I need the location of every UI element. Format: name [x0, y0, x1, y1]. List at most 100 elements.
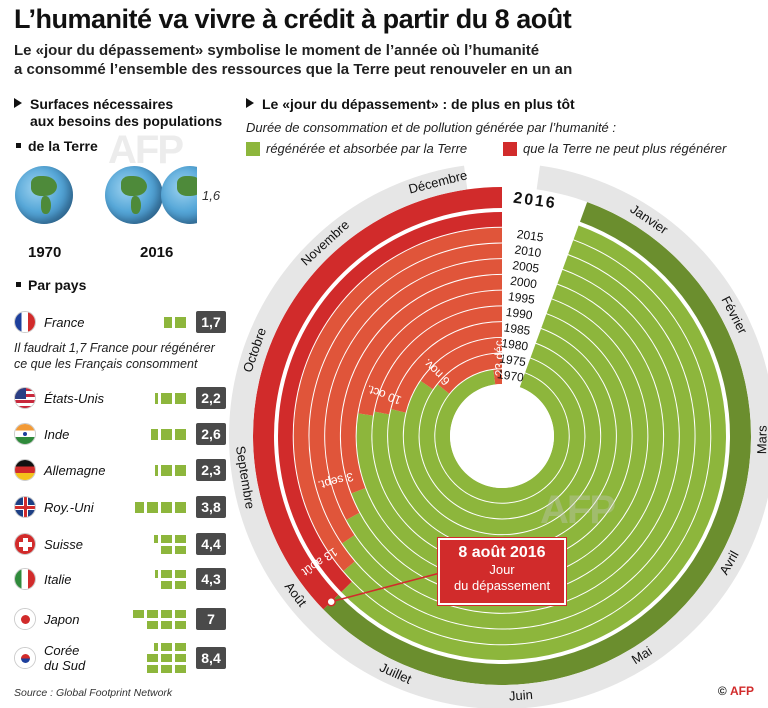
country-row: Suisse 4,4: [14, 531, 234, 557]
footprint-square: [164, 316, 172, 328]
india-flag-icon: [14, 423, 36, 445]
footprint-square: [151, 428, 158, 440]
country-name: Inde: [44, 426, 70, 442]
switzerland-flag-icon: [14, 533, 36, 555]
month-label: Juin: [508, 687, 533, 704]
country-footprint-squares: [147, 643, 186, 673]
country-name: Corée du Sud: [44, 643, 86, 673]
footprint-square: [175, 569, 186, 578]
footprint-square: [175, 428, 186, 440]
footprint-square: [175, 501, 186, 513]
green-ring-segment: [343, 240, 711, 645]
footprint-square: [161, 464, 172, 476]
country-value-badge: 4,3: [196, 568, 226, 590]
footprint-square: [147, 654, 158, 662]
country-row: France 1,7: [14, 309, 234, 335]
red-ring-segment: [437, 353, 502, 394]
year-ring-label: 1995: [507, 289, 536, 307]
footprint-square: [161, 665, 172, 673]
year-1970-label: 1970: [28, 244, 62, 261]
legend-green-swatch: [246, 141, 260, 156]
footprint-square: [154, 643, 158, 651]
country-value-badge: 3,8: [196, 496, 226, 518]
month-label: Mars: [754, 425, 768, 455]
country-row: Allemagne 2,3: [14, 457, 234, 483]
country-name: France: [44, 314, 85, 330]
year-ring-label: 2005: [512, 258, 541, 276]
legend-red: que la Terre ne peut plus régénérer: [503, 141, 726, 156]
legend-green: régénérée et absorbée par la Terre: [246, 141, 467, 156]
red-ring-segment: [340, 274, 502, 494]
month-ring-red: [253, 187, 502, 610]
country-value-badge: 2,2: [196, 387, 226, 409]
footprint-square: [147, 609, 158, 618]
triangle-bullet-icon: [14, 98, 22, 108]
overshoot-date-label: 23 déc.: [492, 337, 507, 377]
chart-description: Durée de consommation et de pollution gé…: [246, 120, 617, 135]
country-name: Allemagne: [44, 462, 106, 478]
overshoot-heading: Le «jour du dépassement» : de plus en pl…: [246, 96, 575, 113]
footprint-square: [161, 545, 172, 554]
country-footprint-squares: [151, 421, 186, 447]
footprint-square: [175, 609, 186, 618]
afp-credit: © AFP: [717, 684, 754, 698]
country-name: États-Unis: [44, 390, 104, 406]
country-name: Suisse: [44, 536, 84, 552]
legend-red-swatch: [503, 141, 517, 156]
footprint-square: [175, 580, 186, 589]
red-ring-segment: [277, 212, 502, 592]
footprint-square: [175, 534, 186, 543]
south-korea-flag-icon: [14, 647, 36, 669]
country-row: Corée du Sud 8,4: [14, 643, 234, 673]
country-value-badge: 2,3: [196, 459, 226, 481]
red-ring-segment: [420, 337, 502, 390]
country-name: Japon: [44, 611, 80, 627]
red-ring-segment: [293, 227, 502, 572]
by-country-label: Par pays: [16, 277, 86, 294]
france-note: Il faudrait 1,7 France pour régénérer ce…: [14, 341, 215, 371]
usa-flag-icon: [14, 387, 36, 409]
country-value-badge: 8,4: [196, 647, 226, 669]
year-ring-label: 1990: [505, 305, 534, 323]
red-ring-segment: [391, 322, 502, 413]
globe-2016-icon: [105, 166, 163, 224]
country-name: Italie: [44, 571, 72, 587]
country-value-badge: 2,6: [196, 423, 226, 445]
year-ring-label: 1980: [501, 336, 530, 354]
footprint-square: [154, 534, 158, 543]
footprint-square: [175, 316, 186, 328]
green-ring-segment: [341, 225, 727, 661]
year-2016-highlight: 2016: [512, 190, 558, 213]
red-ring-segment: [325, 259, 502, 520]
footprint-square: [161, 654, 172, 662]
page-title: L’humanité va vivre à crédit à partir du…: [14, 4, 572, 34]
month-ring-green: [323, 202, 751, 685]
subtitle-line-2: a consommé l’ensemble des ressources que…: [14, 61, 573, 78]
footprint-square: [161, 392, 172, 404]
country-value-badge: 4,4: [196, 533, 226, 555]
square-bullet-icon: [16, 282, 21, 287]
footprint-square: [175, 654, 186, 662]
country-value-badge: 7: [196, 608, 226, 630]
footprint-square: [161, 428, 172, 440]
year-ring-label: 1970: [496, 367, 525, 385]
red-ring-segment: [309, 243, 502, 544]
france-flag-icon: [14, 311, 36, 333]
footprint-square: [161, 643, 172, 651]
footprint-square: [155, 569, 158, 578]
year-ring-label: 2010: [514, 243, 543, 261]
source: Source : Global Footprint Network: [14, 687, 173, 699]
country-footprint-squares: [135, 494, 186, 520]
year-2016-label: 2016: [140, 244, 174, 261]
country-row: Italie 4,3: [14, 566, 234, 592]
footprint-square: [147, 501, 158, 513]
subtitle-line-1: Le «jour du dépassement» symbolise le mo…: [14, 42, 540, 59]
subtitle: Le «jour du dépassement» symbolise le mo…: [14, 41, 614, 79]
footprint-square: [175, 643, 186, 651]
country-footprint-squares: [155, 457, 186, 483]
footprint-square: [147, 665, 158, 673]
country-footprint-squares: [164, 309, 186, 335]
footprint-square: [175, 545, 186, 554]
footprint-square: [133, 609, 144, 618]
